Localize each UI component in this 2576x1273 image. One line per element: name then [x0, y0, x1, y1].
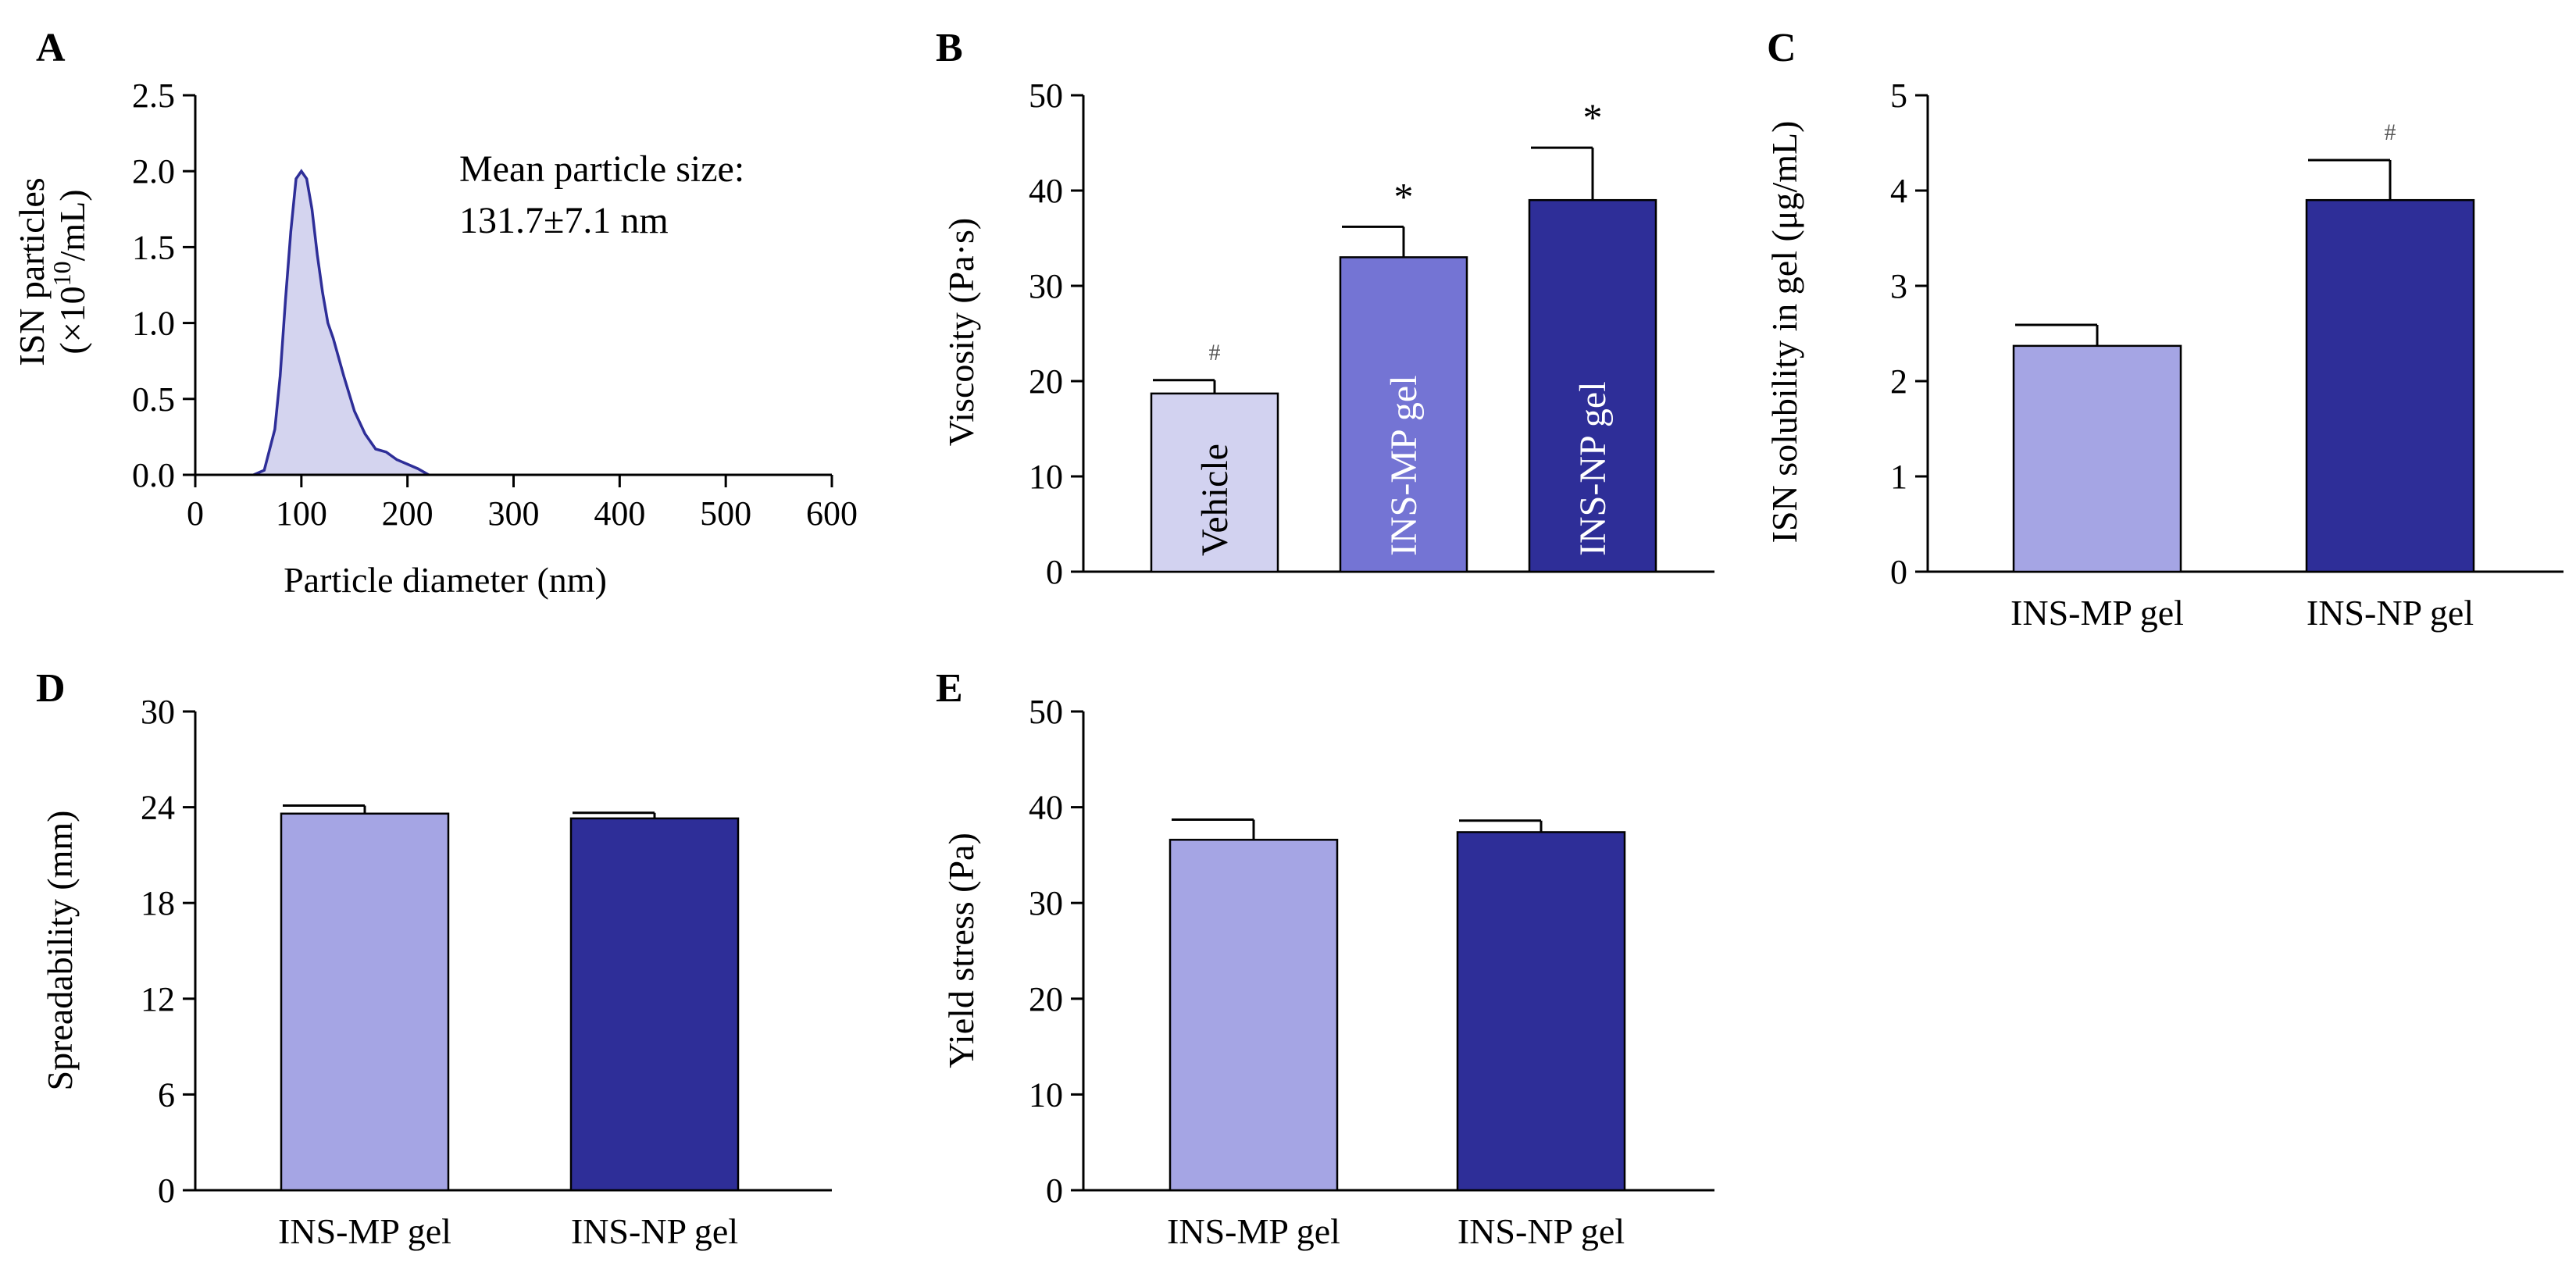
panel-e-y-tick-label: 50: [1029, 693, 1063, 731]
panel-a-y-tick-label: 1.0: [132, 305, 175, 343]
panel-a-y-tick-label: 0.0: [132, 456, 175, 494]
panel-e-x-tick-label: INS-MP gel: [1167, 1211, 1340, 1251]
panel-a-x-tick-label: 300: [488, 494, 540, 533]
panel-c-ylabel: ISN solubility in gel (μg/mL): [1764, 121, 1804, 544]
panel-d-y-tick-label: 12: [141, 980, 175, 1018]
panel-e-bar: [1456, 831, 1626, 1192]
panel-a-label: A: [36, 26, 66, 70]
panel-a-x-tick-label: 200: [382, 494, 433, 533]
panel-b-y-tick-label: 30: [1029, 267, 1063, 305]
panel-a-y-tick-label: 2.0: [132, 152, 175, 191]
panel-e-y-tick-label: 30: [1029, 884, 1063, 922]
panel-d-bar: [280, 812, 450, 1192]
panel-e-bar: [1168, 839, 1339, 1192]
panel-b-y-tick-label: 20: [1029, 362, 1063, 401]
panel-b-bar-label: INS-MP gel: [1383, 375, 1425, 556]
panel-a-x-tick-label: 100: [276, 494, 327, 533]
panel-d-y-tick-label: 18: [141, 884, 175, 922]
panel-c-y-tick-label: 1: [1890, 458, 1907, 496]
panel-a-ylabel-exponent: 10: [48, 261, 76, 286]
panel-a-y-tick-label: 2.5: [132, 77, 175, 115]
panel-c-y-tick-label: 3: [1890, 267, 1907, 305]
panel-c-axes: 0 1 2 3 4 5 INS-MP gel # INS-NP gel: [1890, 77, 2564, 633]
panel-e-y-tick-label: 0: [1046, 1171, 1063, 1210]
panel-b-significance-mark: *: [1583, 95, 1603, 139]
panel-c-bar: [2012, 344, 2182, 573]
panel-c-y-tick-label: 4: [1890, 172, 1907, 210]
panel-b-y-tick-label: 10: [1029, 458, 1063, 496]
panel-b-bar: [1339, 256, 1468, 573]
panel-e: E 0 10 20 30 40 50 INS-MP gel INS-NP gel Yield …: [936, 666, 1714, 1251]
panel-b-significance-mark: #: [1209, 340, 1221, 365]
panel-c-y-tick-label: 5: [1890, 77, 1907, 115]
panel-a-ylabel-line2: (×1010/mL): [48, 189, 92, 354]
panel-c-y-tick-label: 2: [1890, 362, 1907, 401]
panel-e-axes: 0 10 20 30 40 50 INS-MP gel INS-NP gel: [1029, 693, 1714, 1251]
panel-a-annotation-line2: 131.7±7.1 nm: [459, 200, 669, 241]
panel-c-significance-mark: #: [2385, 119, 2396, 145]
panel-e-x-tick-label: INS-NP gel: [1457, 1211, 1625, 1251]
panel-a-xlabel: Particle diameter (nm): [284, 560, 607, 600]
panel-b-y-tick-label: 50: [1029, 77, 1063, 115]
panel-b-y-tick-label: 0: [1046, 553, 1063, 591]
panel-a-x-tick-label: 500: [700, 494, 751, 533]
panel-c-x-tick-label: INS-MP gel: [2010, 593, 2184, 633]
panel-a-ylabel: ISN particles (×1010/mL): [12, 177, 92, 365]
panel-b-ylabel: Viscosity (Pa·s): [941, 218, 981, 446]
panel-a: A 0.00.51.01.52.02.50 100 200 300 400 500 600 …: [12, 26, 858, 600]
panel-d-y-tick-label: 24: [141, 789, 175, 827]
panel-a-annotation-line1: Mean particle size:: [459, 148, 744, 190]
panel-e-label: E: [936, 666, 963, 711]
panel-c-x-tick-label: INS-NP gel: [2307, 593, 2474, 633]
panel-b-bar-label: Vehicle: [1194, 444, 1236, 556]
panel-a-area-fill: [253, 171, 429, 475]
panel-d-y-tick-label: 0: [158, 1171, 175, 1210]
panel-b-bar: [1150, 392, 1279, 573]
panel-b-significance-mark: *: [1394, 174, 1414, 218]
panel-b-bar-label: INS-NP gel: [1572, 381, 1614, 556]
panel-b-bar: [1528, 198, 1657, 573]
panel-c-y-tick-label: 0: [1890, 553, 1907, 591]
panel-b: B 0 10 20 30 40 50 # Vehicle * INS-MP gel * INS-NP …: [936, 26, 1714, 591]
panel-a-curve-line: [253, 169, 430, 476]
panel-b-label: B: [936, 26, 963, 70]
panel-c-bar: [2305, 198, 2475, 573]
panel-a-x-tick-label: 400: [594, 494, 645, 533]
panel-a-ylabel-prefix: (×10: [52, 286, 92, 354]
panel-e-y-tick-label: 20: [1029, 980, 1063, 1018]
panel-a-ylabel-line1: ISN particles: [12, 177, 52, 365]
panel-c-label: C: [1767, 26, 1796, 70]
panel-a-y-tick-label: 0.5: [132, 380, 175, 419]
panel-e-y-tick-label: 10: [1029, 1075, 1063, 1114]
panel-a-ylabel-suffix: /mL): [52, 189, 92, 261]
panel-d-bar: [569, 817, 740, 1192]
panel-b-axes: 0 10 20 30 40 50 # Vehicle * INS-MP gel * INS-NP ge…: [1029, 77, 1714, 591]
panel-c: C 0 1 2 3 4 5 INS-MP gel # INS-NP gel ISN solubi…: [1764, 26, 2564, 633]
panel-e-y-tick-label: 40: [1029, 789, 1063, 827]
panel-d-y-tick-label: 30: [141, 693, 175, 731]
panel-e-ylabel: Yield stress (Pa): [941, 833, 981, 1068]
panel-d-label: D: [36, 666, 66, 711]
panel-d-x-tick-label: INS-MP gel: [278, 1211, 451, 1251]
panel-a-x-tick-label: 0: [187, 494, 204, 533]
panel-d-y-tick-label: 6: [158, 1075, 175, 1114]
panel-a-x-tick-label: 600: [806, 494, 858, 533]
panel-b-y-tick-label: 40: [1029, 172, 1063, 210]
panel-d-ylabel: Spreadability (mm): [40, 811, 80, 1091]
panel-a-axes: 0.0 0.5 1.0 1.5 2.0 2.5 0 100 200 300 400 500 600: [132, 77, 858, 533]
panel-d-axes: 0 6 12 18 24 30 INS-MP gel INS-NP gel: [141, 693, 832, 1251]
panel-d-x-tick-label: INS-NP gel: [571, 1211, 738, 1251]
panel-a-y-tick-label: 1.5: [132, 228, 175, 266]
panel-d: D 0 6 12 18 24 30 INS-MP gel INS-NP gel Spreada…: [36, 666, 832, 1251]
